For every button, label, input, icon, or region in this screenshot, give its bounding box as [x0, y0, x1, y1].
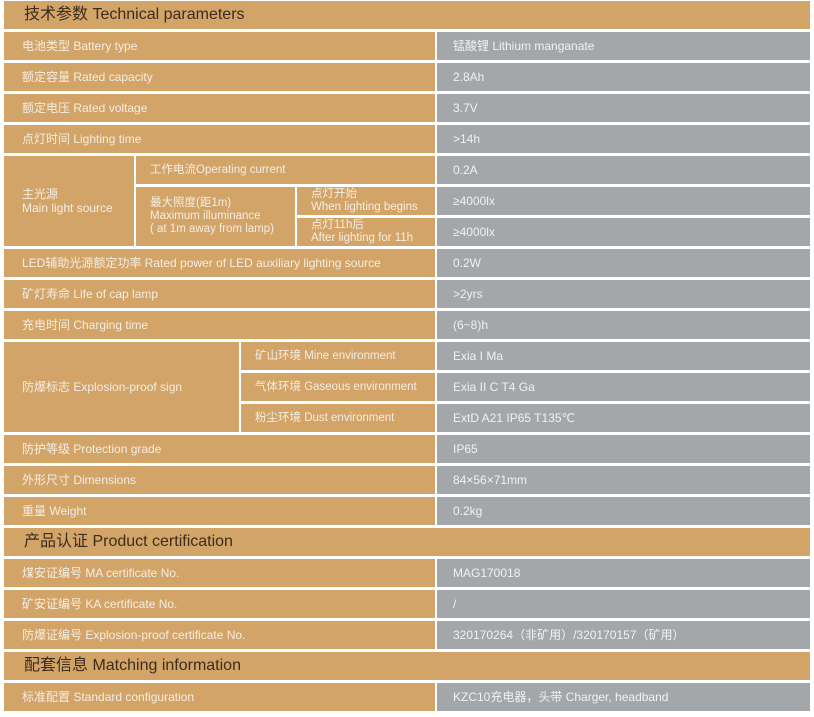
- gas-env-value: Exia II C T4 Ga: [437, 373, 810, 401]
- mine-env-value: Exia I Ma: [437, 342, 810, 370]
- section-technical-parameters: 技术参数 Technical parameters: [4, 1, 810, 29]
- dimensions-value: 84×56×71mm: [437, 466, 810, 494]
- section-matching-information: 配套信息 Matching information: [4, 652, 810, 680]
- charging-time-label: 充电时间 Charging time: [4, 311, 435, 339]
- ma-cert-value: MAG170018: [437, 559, 810, 587]
- main-light-source-label: 主光源 Main light source: [4, 156, 134, 246]
- ex-cert-label: 防爆证编号 Explosion-proof certificate No.: [4, 621, 435, 649]
- ka-cert-label: 矿安证编号 KA certificate No.: [4, 590, 435, 618]
- operating-current-value: 0.2A: [437, 156, 810, 184]
- gas-env-label: 气体环境 Gaseous environment: [241, 373, 435, 401]
- rated-capacity-label: 额定容量 Rated capacity: [4, 63, 435, 91]
- after-11h-cn: 点灯11h后: [311, 219, 364, 231]
- dust-env-value: ExtD A21 IP65 T135℃: [437, 404, 810, 432]
- battery-type-label: 电池类型 Battery type: [4, 32, 435, 60]
- rated-voltage-label: 额定电压 Rated voltage: [4, 94, 435, 122]
- max-illuminance-note: ( at 1m away from lamp): [150, 223, 274, 235]
- lighting-begins-value: ≥4000lx: [437, 187, 810, 215]
- lamp-life-value: >2yrs: [437, 280, 810, 308]
- after-11h-en: After lighting for 11h: [311, 232, 414, 244]
- weight-label: 重量 Weight: [4, 497, 435, 525]
- spec-table: 技术参数 Technical parameters 电池类型 Battery t…: [4, 1, 810, 711]
- main-light-en: Main light source: [22, 201, 113, 215]
- lighting-begins-cn: 点灯开始: [311, 188, 357, 200]
- weight-value: 0.2kg: [437, 497, 810, 525]
- dust-env-label: 粉尘环境 Dust environment: [241, 404, 435, 432]
- led-power-label: LED辅助光源额定功率 Rated power of LED auxiliary…: [4, 249, 435, 277]
- protection-grade-value: IP65: [437, 435, 810, 463]
- battery-type-value: 锰酸锂 Lithium manganate: [437, 32, 810, 60]
- max-illuminance-en: Maximum illuminance: [150, 210, 261, 222]
- main-light-cn: 主光源: [22, 187, 59, 201]
- charging-time-value: (6~8)h: [437, 311, 810, 339]
- lamp-life-label: 矿灯寿命 Life of cap lamp: [4, 280, 435, 308]
- operating-current-label: 工作电流Operating current: [136, 156, 435, 184]
- ka-cert-value: /: [437, 590, 810, 618]
- lighting-time-value: >14h: [437, 125, 810, 153]
- lighting-begins-label: 点灯开始 When lighting begins: [297, 187, 435, 215]
- max-illuminance-label: 最大照度(距1m) Maximum illuminance ( at 1m aw…: [136, 187, 295, 246]
- section-product-certification: 产品认证 Product certification: [4, 528, 810, 556]
- explosion-proof-label: 防爆标志 Explosion-proof sign: [4, 342, 239, 432]
- ma-cert-label: 煤安证编号 MA certificate No.: [4, 559, 435, 587]
- lighting-begins-en: When lighting begins: [311, 201, 418, 213]
- after-11h-label: 点灯11h后 After lighting for 11h: [297, 218, 435, 246]
- max-illuminance-cn: 最大照度(距1m): [150, 197, 232, 209]
- mine-env-label: 矿山环境 Mine environment: [241, 342, 435, 370]
- ex-cert-value: 320170264（非矿用）/320170157（矿用）: [437, 621, 810, 649]
- protection-grade-label: 防护等级 Protection grade: [4, 435, 435, 463]
- after-11h-value: ≥4000lx: [437, 218, 810, 246]
- rated-capacity-value: 2.8Ah: [437, 63, 810, 91]
- standard-config-value: KZC10充电器，头带 Charger, headband: [437, 683, 810, 711]
- rated-voltage-value: 3.7V: [437, 94, 810, 122]
- lighting-time-label: 点灯时间 Lighting time: [4, 125, 435, 153]
- led-power-value: 0.2W: [437, 249, 810, 277]
- dimensions-label: 外形尺寸 Dimensions: [4, 466, 435, 494]
- standard-config-label: 标准配置 Standard configuration: [4, 683, 435, 711]
